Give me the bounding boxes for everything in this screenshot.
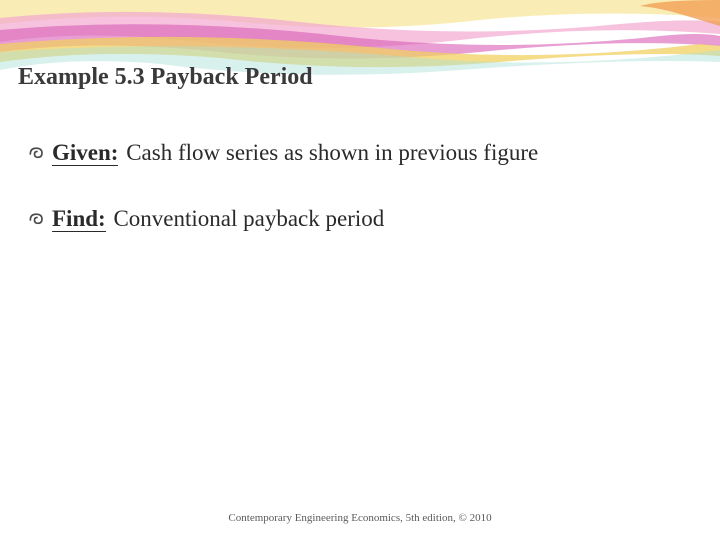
slide-title: Example 5.3 Payback Period — [18, 64, 313, 91]
slide-footer: Contemporary Engineering Economics, 5th … — [0, 512, 720, 524]
bullet-text: Cash flow series as shown in previous fi… — [120, 140, 538, 165]
bullet-text: Conventional payback period — [108, 206, 385, 231]
bullet-item: Given: Cash flow series as shown in prev… — [26, 140, 690, 166]
slide-content: Given: Cash flow series as shown in prev… — [26, 140, 690, 272]
bullet-label: Find: — [52, 206, 106, 232]
bullet-swirl-icon — [26, 144, 48, 164]
bullet-item: Find: Conventional payback period — [26, 206, 690, 232]
bullet-swirl-icon — [26, 210, 48, 230]
bullet-label: Given: — [52, 140, 118, 166]
